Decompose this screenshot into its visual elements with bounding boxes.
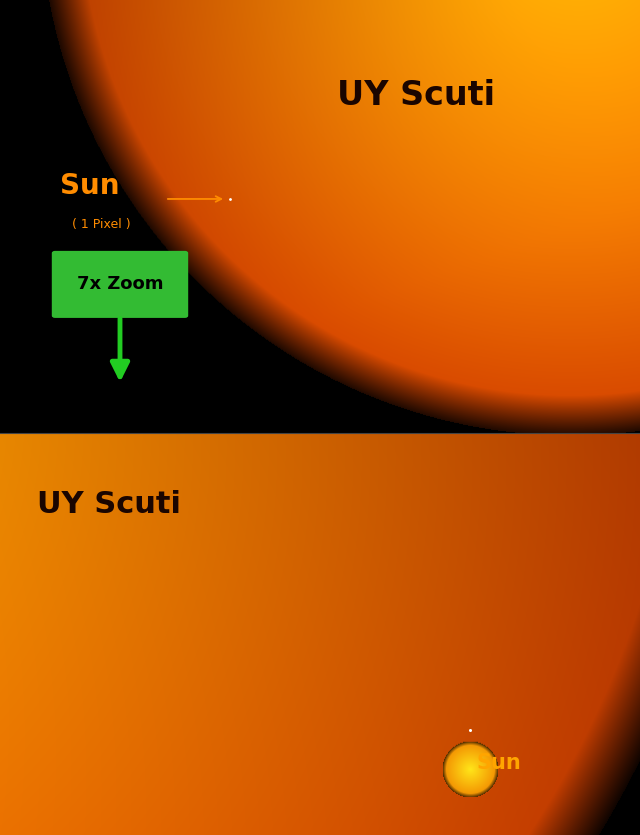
FancyBboxPatch shape (52, 250, 188, 318)
Text: Sun: Sun (477, 752, 522, 772)
Text: UY Scuti: UY Scuti (37, 490, 181, 519)
Text: UY Scuti: UY Scuti (337, 78, 495, 112)
Text: ( 1 Pixel ): ( 1 Pixel ) (72, 219, 131, 231)
Text: 7x Zoom: 7x Zoom (77, 276, 163, 293)
Text: Sun: Sun (60, 172, 120, 200)
